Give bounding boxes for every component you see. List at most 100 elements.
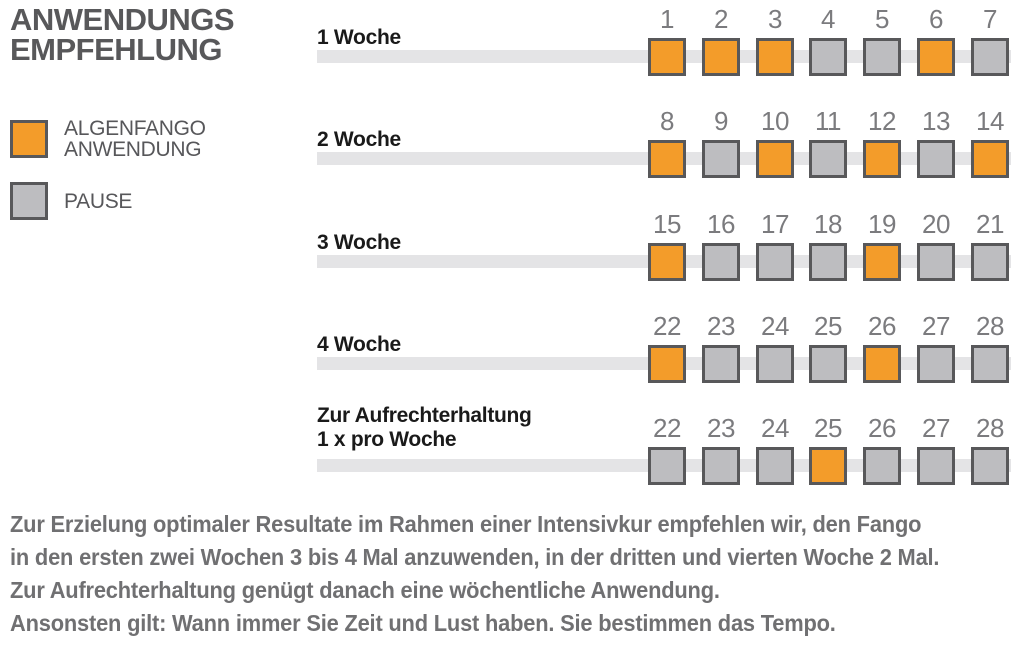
day-cell: 1 xyxy=(648,6,686,76)
day-number: 10 xyxy=(761,106,789,136)
day-square-pause xyxy=(863,447,901,485)
week-label-line: 3 Woche xyxy=(317,231,401,254)
day-number: 14 xyxy=(976,106,1004,136)
day-number: 16 xyxy=(707,209,735,239)
day-cell: 28 xyxy=(971,313,1009,383)
week-label: 1 Woche xyxy=(317,26,401,50)
day-square-pause xyxy=(971,447,1009,485)
week-label-line: 2 Woche xyxy=(317,128,401,151)
day-square-anwendung xyxy=(648,38,686,76)
day-cell: 13 xyxy=(917,108,955,178)
day-square-pause xyxy=(809,140,847,178)
day-number: 24 xyxy=(761,413,789,443)
day-square-anwendung xyxy=(809,447,847,485)
day-number: 23 xyxy=(707,311,735,341)
day-number: 7 xyxy=(983,4,997,34)
day-square-pause xyxy=(917,447,955,485)
day-number: 25 xyxy=(814,311,842,341)
day-square-anwendung xyxy=(756,38,794,76)
day-square-pause xyxy=(756,243,794,281)
day-square-anwendung xyxy=(648,140,686,178)
day-cell: 15 xyxy=(648,211,686,281)
day-square-pause xyxy=(809,345,847,383)
day-cell: 4 xyxy=(809,6,847,76)
day-number: 22 xyxy=(653,311,681,341)
page-title-line-2: EMPFEHLUNG xyxy=(10,32,223,67)
day-square-pause xyxy=(971,243,1009,281)
day-square-anwendung xyxy=(971,140,1009,178)
week-label: Zur Aufrechterhaltung 1 x pro Woche xyxy=(317,404,532,452)
day-square-anwendung xyxy=(648,345,686,383)
week-label: 3 Woche xyxy=(317,231,401,255)
day-square-pause xyxy=(809,38,847,76)
day-square-pause xyxy=(917,140,955,178)
day-number: 27 xyxy=(922,413,950,443)
day-cell: 11 xyxy=(809,108,847,178)
week-label-line: 1 Woche xyxy=(317,26,401,49)
day-square-pause xyxy=(702,140,740,178)
day-square-pause xyxy=(702,345,740,383)
day-square-pause xyxy=(917,243,955,281)
legend-item-anwendung: ALGENFANGO ANWENDUNG xyxy=(10,118,206,160)
day-cell: 24 xyxy=(756,415,794,485)
week-label-line: 1 x pro Woche xyxy=(317,428,457,451)
day-cell: 8 xyxy=(648,108,686,178)
footer-line: Zur Erzielung optimaler Resultate im Rah… xyxy=(10,511,922,537)
day-number: 6 xyxy=(929,4,943,34)
footer-line: in den ersten zwei Wochen 3 bis 4 Mal an… xyxy=(10,544,940,570)
day-cell: 26 xyxy=(863,415,901,485)
day-square-anwendung xyxy=(648,243,686,281)
day-cell: 22 xyxy=(648,415,686,485)
day-cell: 12 xyxy=(863,108,901,178)
day-number: 8 xyxy=(660,106,674,136)
day-cell: 14 xyxy=(971,108,1009,178)
day-cell: 9 xyxy=(702,108,740,178)
week-label: 2 Woche xyxy=(317,128,401,152)
day-number: 5 xyxy=(875,4,889,34)
day-number: 26 xyxy=(868,413,896,443)
day-number: 23 xyxy=(707,413,735,443)
week-label: 4 Woche xyxy=(317,333,401,357)
day-square-pause xyxy=(971,345,1009,383)
footer-line: Zur Aufrechterhaltung genügt danach eine… xyxy=(10,577,720,603)
day-square-anwendung xyxy=(756,140,794,178)
day-number: 3 xyxy=(768,4,782,34)
day-number: 1 xyxy=(660,4,674,34)
day-number: 25 xyxy=(814,413,842,443)
page-title-line-1: ANWENDUNGS xyxy=(10,2,235,37)
day-square-anwendung xyxy=(917,38,955,76)
day-cell: 28 xyxy=(971,415,1009,485)
day-cell: 21 xyxy=(971,211,1009,281)
day-number: 17 xyxy=(761,209,789,239)
day-number: 21 xyxy=(976,209,1004,239)
day-number: 22 xyxy=(653,413,681,443)
day-square-anwendung xyxy=(863,345,901,383)
day-cell: 23 xyxy=(702,313,740,383)
day-cell: 2 xyxy=(702,6,740,76)
day-number: 28 xyxy=(976,413,1004,443)
week-label-line: 4 Woche xyxy=(317,333,401,356)
day-square-anwendung xyxy=(863,243,901,281)
footer-text: Zur Erzielung optimaler Resultate im Rah… xyxy=(10,508,1024,640)
day-square-pause xyxy=(756,447,794,485)
day-cell: 24 xyxy=(756,313,794,383)
day-square-pause xyxy=(971,38,1009,76)
day-cell: 7 xyxy=(971,6,1009,76)
day-cell: 17 xyxy=(756,211,794,281)
day-number: 24 xyxy=(761,311,789,341)
day-square-anwendung xyxy=(863,140,901,178)
day-number: 20 xyxy=(922,209,950,239)
day-cell: 22 xyxy=(648,313,686,383)
day-square-pause xyxy=(756,345,794,383)
day-cell: 20 xyxy=(917,211,955,281)
legend-label-pause: PAUSE xyxy=(64,189,133,213)
day-cell: 23 xyxy=(702,415,740,485)
pause-swatch-icon xyxy=(10,182,48,220)
day-square-pause xyxy=(917,345,955,383)
legend-anwendung-line-1: ALGENFANGO xyxy=(64,117,206,140)
day-cell: 25 xyxy=(809,415,847,485)
day-cell: 25 xyxy=(809,313,847,383)
footer-line: Ansonsten gilt: Wann immer Sie Zeit und … xyxy=(10,610,836,636)
day-number: 19 xyxy=(868,209,896,239)
